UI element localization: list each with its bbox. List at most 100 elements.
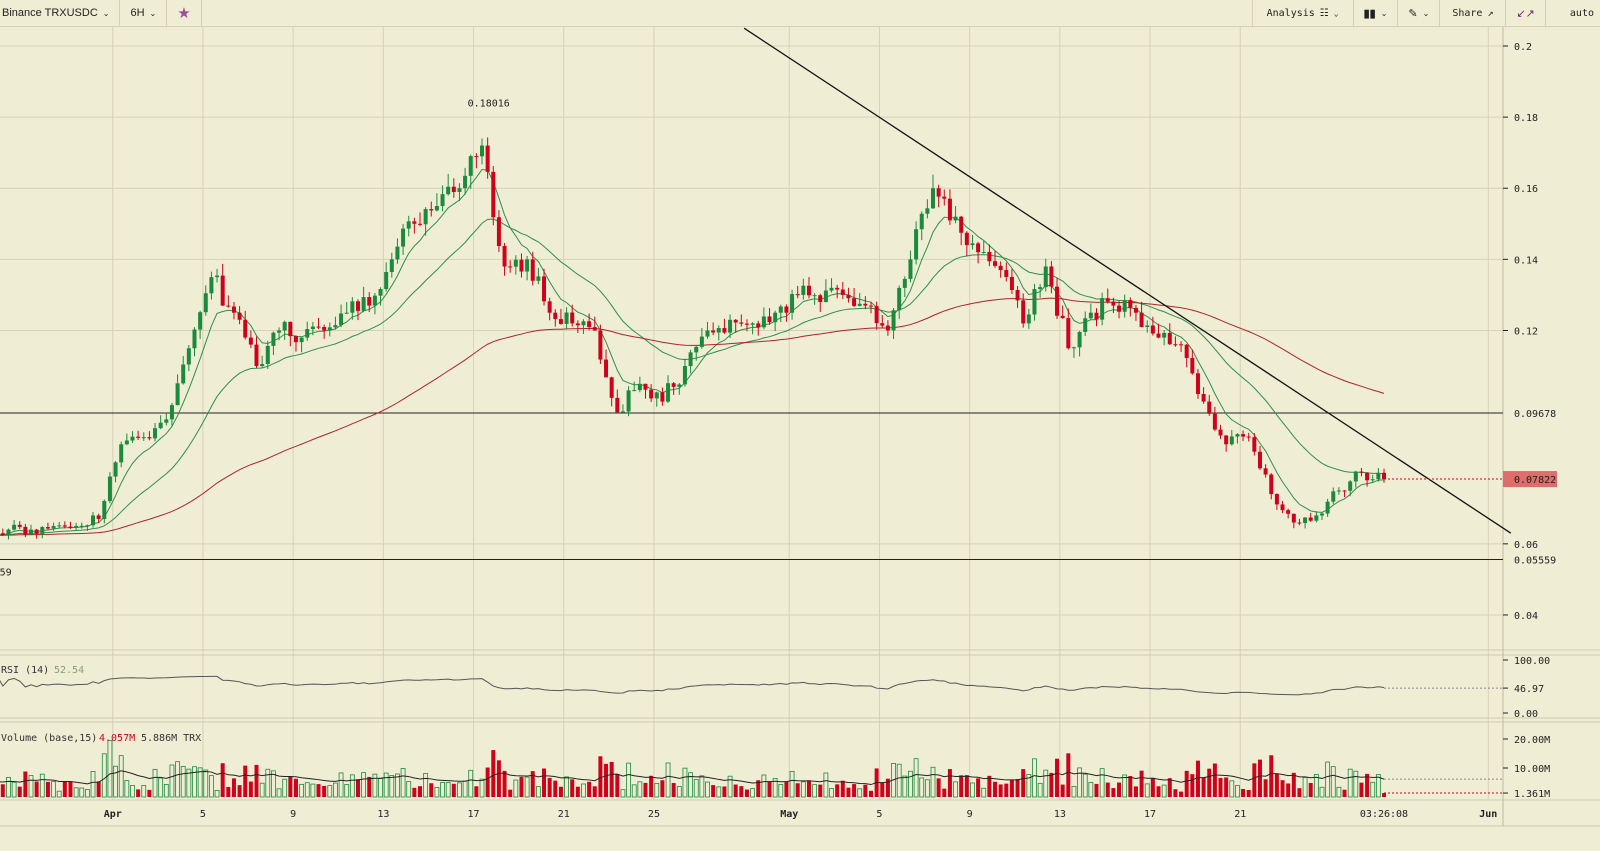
candle-body: [1139, 312, 1144, 327]
candle-body: [959, 216, 964, 233]
volume-bar: [23, 771, 28, 797]
candle-body: [40, 527, 45, 534]
chart-type-menu[interactable]: ▮▮ ⌄: [1352, 0, 1398, 26]
scale-mode-button[interactable]: auto: [1544, 0, 1600, 26]
volume-bar: [1139, 770, 1144, 797]
volume-bar: [524, 776, 530, 798]
volume-bar: [1055, 758, 1060, 797]
volume-bar: [197, 767, 203, 798]
candle-body: [12, 524, 17, 530]
volume-bar: [620, 789, 626, 798]
volume-bar: [818, 784, 823, 797]
candle-body: [1336, 490, 1341, 492]
time-axis-label: 17: [1144, 809, 1156, 820]
volume-bar: [479, 778, 485, 798]
volume-bar: [1167, 778, 1172, 797]
volume-bar: [1111, 788, 1116, 797]
candle-body: [829, 287, 834, 291]
candle-body: [1353, 471, 1358, 482]
candle-body: [998, 265, 1003, 271]
candle-body: [158, 422, 163, 429]
candle-body: [806, 285, 811, 296]
volume-bar: [643, 782, 648, 797]
volume-bar: [226, 786, 231, 797]
candle-body: [440, 194, 445, 207]
volume-bar: [1026, 774, 1032, 798]
volume-bar: [631, 784, 637, 798]
volume-bar: [169, 764, 175, 798]
candle-body: [85, 525, 90, 527]
volume-bar: [767, 781, 772, 797]
volume-bar: [11, 781, 17, 798]
interval-selector[interactable]: 6H ⌄: [120, 0, 168, 26]
candle-body: [215, 275, 220, 278]
candle-body: [1111, 301, 1116, 306]
candle-body: [868, 305, 873, 307]
volume-bar: [1297, 788, 1302, 797]
volume-bar: [615, 773, 620, 797]
candle-body: [519, 259, 524, 272]
candle-body: [248, 337, 253, 345]
share-button[interactable]: Share ↗: [1439, 0, 1505, 26]
volume-bar: [682, 767, 688, 798]
candle-body: [51, 526, 56, 529]
volume-bar: [51, 781, 56, 798]
volume-bar: [592, 786, 597, 797]
volume-ma-value: 5.886M TRX: [141, 733, 202, 744]
volume-bar: [0, 784, 5, 797]
volume-bar: [406, 781, 412, 798]
volume-bar: [327, 785, 333, 798]
candle-body: [750, 323, 755, 325]
volume-bar: [800, 781, 806, 798]
candle-body: [220, 275, 225, 306]
volume-bar: [389, 775, 395, 798]
collapse-button[interactable]: ↙↗: [1505, 0, 1544, 26]
volume-bar: [338, 772, 344, 798]
candle-body: [62, 525, 67, 527]
volume-bar: [913, 758, 919, 798]
volume-bar: [68, 781, 73, 797]
volume-bar: [919, 777, 925, 798]
analysis-menu[interactable]: Analysis ☷ ⌄: [1251, 0, 1353, 26]
candle-body: [68, 526, 73, 528]
volume-bar: [231, 778, 236, 797]
volume-bar: [835, 784, 840, 797]
price-axis-label: 0.2: [1514, 42, 1532, 53]
candle-body: [547, 301, 552, 313]
candle-body: [153, 428, 158, 439]
candle-body: [1319, 513, 1324, 516]
volume-ma-line: [0, 770, 1385, 786]
symbol-selector[interactable]: Binance TRXUSDC ⌄: [0, 0, 121, 26]
rsi-label: RSI (14): [1, 665, 50, 676]
volume-bar: [316, 784, 321, 797]
candle-body: [620, 411, 625, 413]
volume-bar: [147, 789, 152, 797]
time-axis-label: 5: [200, 809, 206, 820]
volume-bar: [660, 780, 665, 797]
favorite-button[interactable]: ★: [167, 0, 202, 26]
volume-bar: [739, 786, 744, 797]
candle-body: [265, 345, 270, 364]
volume-bar: [1179, 791, 1184, 797]
price-axis-label: 0.05559: [1514, 556, 1556, 567]
candle-body: [1269, 474, 1274, 495]
candle-body: [885, 325, 890, 331]
volume-bar: [445, 782, 451, 798]
volume-bar: [1347, 768, 1353, 798]
drawing-tools-menu[interactable]: ✎ ⌄: [1397, 0, 1439, 26]
volume-bar: [744, 789, 749, 797]
volume-bar: [1184, 770, 1189, 797]
time-axis-label: Apr: [104, 809, 122, 820]
chevron-down-icon: ⌄: [1380, 8, 1388, 18]
candle-body: [429, 209, 434, 211]
volume-bar: [113, 765, 118, 798]
time-axis-label: 21: [558, 809, 570, 820]
volume-bar: [1037, 782, 1043, 798]
candle-body: [1370, 479, 1375, 481]
volume-bar: [158, 777, 164, 798]
volume-bar: [220, 763, 225, 797]
volume-bar: [1144, 783, 1150, 798]
volume-bar: [1336, 786, 1342, 798]
candle-body: [1252, 437, 1257, 452]
